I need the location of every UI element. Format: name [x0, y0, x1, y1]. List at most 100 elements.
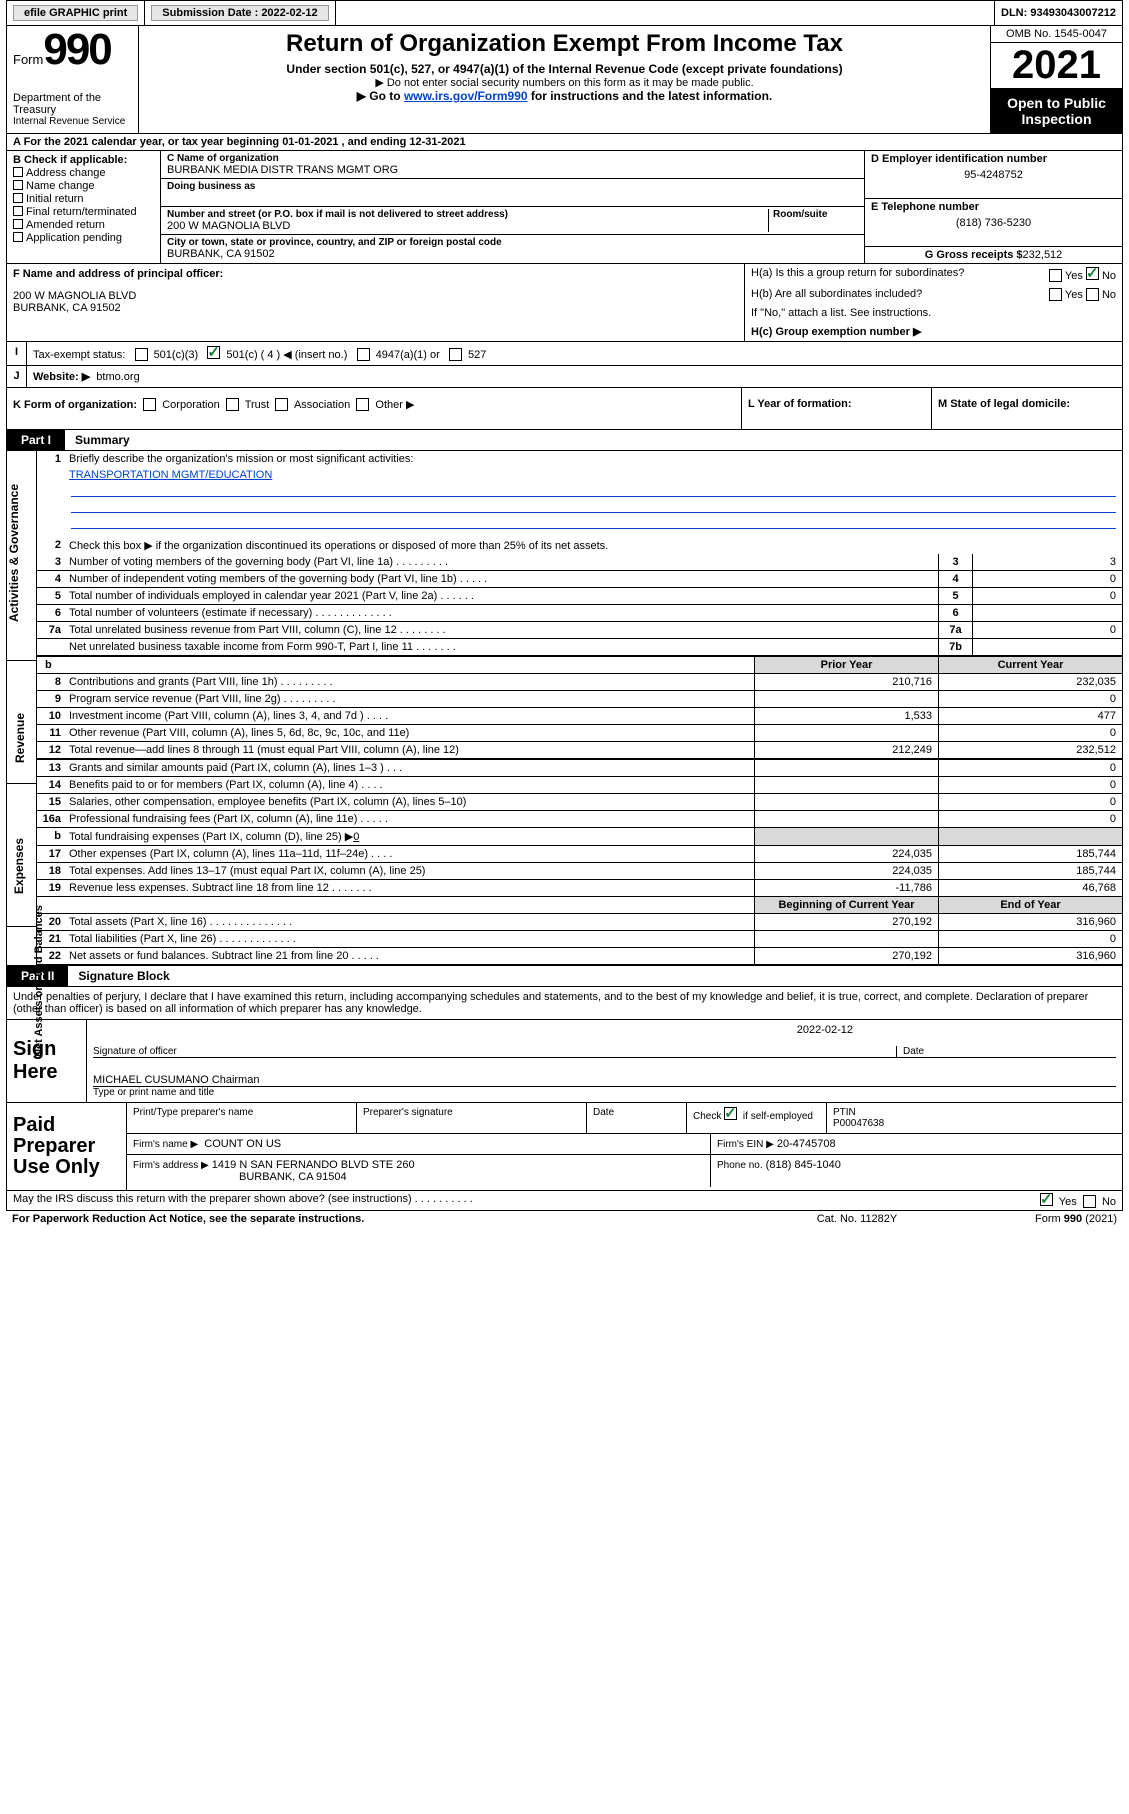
- discuss-no-checkbox[interactable]: [1083, 1195, 1096, 1208]
- part-i-black: Part I: [7, 430, 65, 450]
- ein-block: D Employer identification number 95-4248…: [865, 151, 1122, 199]
- officer-addr1: 200 W MAGNOLIA BLVD: [13, 290, 738, 302]
- page-footer: For Paperwork Reduction Act Notice, see …: [6, 1211, 1123, 1227]
- checkbox-other[interactable]: [356, 398, 369, 411]
- column-b-checkboxes: B Check if applicable: Address change Na…: [7, 151, 161, 263]
- phone-value: (818) 736-5230: [871, 213, 1116, 229]
- paid-preparer-block: Paid Preparer Use Only Print/Type prepar…: [6, 1103, 1123, 1191]
- summary-table: Activities & Governance Revenue Expenses…: [6, 451, 1123, 966]
- form-of-organization: K Form of organization: Corporation Trus…: [7, 388, 742, 429]
- checkbox-final-return[interactable]: [13, 206, 23, 216]
- type-print-label: Type or print name and title: [93, 1087, 1116, 1098]
- table-row: 16aProfessional fundraising fees (Part I…: [37, 811, 1122, 828]
- side-labels: Activities & Governance Revenue Expenses…: [7, 451, 37, 965]
- checkbox-4947a1[interactable]: [357, 348, 370, 361]
- column-c: C Name of organization BURBANK MEDIA DIS…: [161, 151, 864, 263]
- org-name: BURBANK MEDIA DISTR TRANS MGMT ORG: [167, 164, 858, 176]
- cat-no: Cat. No. 11282Y: [757, 1213, 957, 1225]
- mission-text[interactable]: TRANSPORTATION MGMT/EDUCATION: [69, 469, 272, 481]
- checkbox-association[interactable]: [275, 398, 288, 411]
- line1-label: Briefly describe the organization's miss…: [65, 451, 1122, 467]
- table-row: 12Total revenue—add lines 8 through 11 (…: [37, 742, 1122, 759]
- form-goto: ▶ Go to www.irs.gov/Form990 for instruct…: [145, 89, 984, 103]
- officer-name: MICHAEL CUSUMANO Chairman: [93, 1074, 259, 1086]
- firm-addr2: BURBANK, CA 91504: [133, 1171, 704, 1183]
- self-employed-checkbox[interactable]: [724, 1107, 737, 1120]
- table-row: 15Salaries, other compensation, employee…: [37, 794, 1122, 811]
- sig-officer-label: Signature of officer: [93, 1046, 896, 1057]
- org-name-block: C Name of organization BURBANK MEDIA DIS…: [161, 151, 864, 179]
- prior-current-header: b Prior Year Current Year: [37, 657, 1122, 674]
- principal-officer: F Name and address of principal officer:…: [7, 264, 744, 341]
- form-subtitle: Under section 501(c), 527, or 4947(a)(1)…: [145, 62, 984, 76]
- irs-link[interactable]: www.irs.gov/Form990: [404, 89, 528, 103]
- sign-date: 2022-02-12: [93, 1024, 853, 1036]
- ptin-value: P00047638: [833, 1118, 884, 1129]
- summary-line: 6Total number of volunteers (estimate if…: [37, 605, 1122, 622]
- ha-label: H(a) Is this a group return for subordin…: [751, 267, 1049, 282]
- state-of-domicile: M State of legal domicile:: [932, 388, 1122, 429]
- line-a-tax-year: A For the 2021 calendar year, or tax yea…: [6, 134, 1123, 151]
- summary-line: 4Number of independent voting members of…: [37, 571, 1122, 588]
- efile-topbar: efile GRAPHIC print Submission Date : 20…: [6, 0, 1123, 26]
- checkbox-initial-return[interactable]: [13, 193, 23, 203]
- firm-phone: (818) 845-1040: [766, 1159, 841, 1171]
- ha-no-checkbox[interactable]: [1086, 267, 1099, 280]
- table-row: 18Total expenses. Add lines 13–17 (must …: [37, 863, 1122, 880]
- hb-no-checkbox[interactable]: [1086, 288, 1099, 301]
- part-i-header: Part I Summary: [6, 430, 1123, 451]
- column-d-e-g: D Employer identification number 95-4248…: [864, 151, 1122, 263]
- dln-label: DLN: 93493043007212: [995, 1, 1122, 25]
- summary-line: 7aTotal unrelated business revenue from …: [37, 622, 1122, 639]
- sign-here-block: Sign Here 2022-02-12 Signature of office…: [6, 1020, 1123, 1103]
- checkbox-501c3[interactable]: [135, 348, 148, 361]
- checkbox-address-change[interactable]: [13, 167, 23, 177]
- form-title: Return of Organization Exempt From Incom…: [145, 30, 984, 58]
- prior-year-header: Prior Year: [754, 657, 938, 673]
- checkbox-501c[interactable]: [207, 346, 220, 359]
- table-row: 21Total liabilities (Part X, line 26) . …: [37, 931, 1122, 948]
- header-right: OMB No. 1545-0047 2021 Open to Public In…: [990, 26, 1122, 133]
- submission-date: Submission Date : 2022-02-12: [145, 1, 335, 25]
- open-to-public: Open to Public Inspection: [991, 89, 1122, 133]
- preparer-row3: Firm's address ▶ 1419 N SAN FERNANDO BLV…: [127, 1155, 1122, 1187]
- omb-number: OMB No. 1545-0047: [991, 26, 1122, 43]
- hb-label: H(b) Are all subordinates included?: [751, 288, 1049, 301]
- section-b-c-d: B Check if applicable: Address change Na…: [6, 151, 1123, 264]
- efile-graphic-button[interactable]: efile GRAPHIC print: [13, 5, 138, 21]
- checkbox-corporation[interactable]: [143, 398, 156, 411]
- header-left: Form990 Department of the Treasury Inter…: [7, 26, 139, 133]
- form-note-ssn: ▶ Do not enter social security numbers o…: [145, 76, 984, 89]
- sign-here-label: Sign Here: [7, 1020, 87, 1102]
- current-year-header: Current Year: [938, 657, 1122, 673]
- dba-block: Doing business as: [161, 179, 864, 207]
- table-row: 14Benefits paid to or for members (Part …: [37, 777, 1122, 794]
- discuss-row: May the IRS discuss this return with the…: [6, 1191, 1123, 1211]
- firm-addr1: 1419 N SAN FERNANDO BLVD STE 260: [212, 1159, 415, 1171]
- table-row: 17Other expenses (Part IX, column (A), l…: [37, 846, 1122, 863]
- ein-value: 95-4248752: [871, 165, 1116, 181]
- ha-yes-checkbox[interactable]: [1049, 269, 1062, 282]
- discuss-yes-checkbox[interactable]: [1040, 1193, 1053, 1206]
- part-i-title: Summary: [65, 430, 140, 450]
- checkbox-527[interactable]: [449, 348, 462, 361]
- preparer-row1: Print/Type preparer's name Preparer's si…: [127, 1103, 1122, 1134]
- summary-line: 3Number of voting members of the governi…: [37, 554, 1122, 571]
- form-number: 990: [43, 25, 110, 74]
- hb-yes-checkbox[interactable]: [1049, 288, 1062, 301]
- blue-rule: [71, 483, 1116, 497]
- hb-note: If "No," attach a list. See instructions…: [745, 304, 1122, 322]
- officer-addr2: BURBANK, CA 91502: [13, 302, 738, 314]
- irs-label: Internal Revenue Service: [13, 116, 132, 127]
- checkbox-application-pending[interactable]: [13, 232, 23, 242]
- checkbox-amended-return[interactable]: [13, 219, 23, 229]
- checkbox-trust[interactable]: [226, 398, 239, 411]
- sig-date-label: Date: [896, 1046, 1116, 1057]
- table-row: 11Other revenue (Part VIII, column (A), …: [37, 725, 1122, 742]
- table-row: 9Program service revenue (Part VIII, lin…: [37, 691, 1122, 708]
- dept-treasury: Department of the Treasury: [13, 92, 132, 116]
- table-row: 22Net assets or fund balances. Subtract …: [37, 948, 1122, 965]
- checkbox-name-change[interactable]: [13, 180, 23, 190]
- year-of-formation: L Year of formation:: [742, 388, 932, 429]
- row-k-l-m: K Form of organization: Corporation Trus…: [6, 388, 1123, 430]
